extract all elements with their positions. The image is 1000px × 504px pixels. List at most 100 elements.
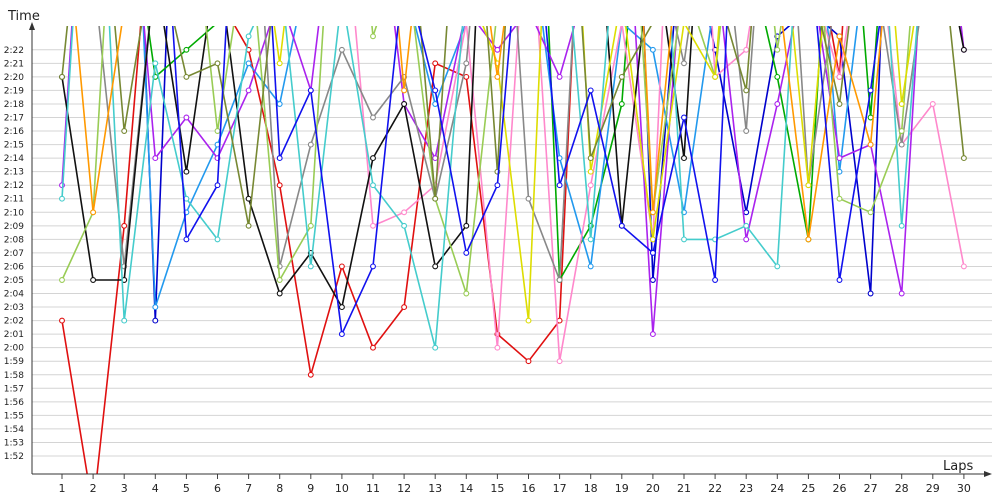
data-point[interactable]: [214, 236, 221, 243]
data-point[interactable]: [463, 73, 470, 80]
data-point[interactable]: [712, 73, 719, 80]
data-point[interactable]: [370, 33, 376, 40]
data-point[interactable]: [836, 155, 843, 162]
data-point[interactable]: [432, 263, 439, 270]
data-point[interactable]: [245, 33, 252, 40]
data-point[interactable]: [836, 73, 843, 80]
data-point[interactable]: [152, 317, 159, 324]
data-point[interactable]: [587, 87, 594, 94]
data-point[interactable]: [401, 87, 408, 94]
data-point[interactable]: [307, 87, 314, 94]
data-point[interactable]: [649, 46, 656, 53]
data-point[interactable]: [774, 263, 781, 270]
data-point[interactable]: [619, 20, 624, 25]
data-point[interactable]: [214, 60, 221, 67]
data-point[interactable]: [464, 7, 469, 12]
data-point[interactable]: [867, 209, 874, 216]
data-point[interactable]: [867, 87, 874, 94]
data-point[interactable]: [370, 114, 376, 121]
data-point[interactable]: [90, 277, 97, 283]
data-point[interactable]: [587, 263, 594, 270]
data-point[interactable]: [774, 101, 781, 107]
data-point[interactable]: [556, 182, 563, 189]
data-point[interactable]: [463, 60, 470, 67]
data-point[interactable]: [494, 73, 501, 80]
data-point[interactable]: [184, 7, 189, 12]
data-point[interactable]: [805, 182, 812, 189]
data-point[interactable]: [774, 46, 781, 53]
data-point[interactable]: [307, 141, 314, 148]
data-point[interactable]: [370, 182, 376, 189]
data-point[interactable]: [432, 60, 439, 67]
data-point[interactable]: [338, 263, 345, 270]
data-point[interactable]: [556, 358, 563, 365]
data-point[interactable]: [121, 128, 128, 134]
data-point[interactable]: [121, 222, 128, 229]
data-point[interactable]: [432, 344, 439, 351]
data-point[interactable]: [494, 344, 501, 351]
data-point[interactable]: [401, 209, 408, 216]
data-point[interactable]: [587, 236, 594, 243]
data-point[interactable]: [214, 182, 221, 189]
data-point[interactable]: [464, 20, 469, 25]
data-point[interactable]: [152, 304, 159, 311]
data-point[interactable]: [743, 236, 750, 243]
data-point[interactable]: [774, 73, 781, 80]
data-point[interactable]: [898, 128, 905, 134]
data-point[interactable]: [401, 304, 408, 311]
data-point[interactable]: [464, 7, 469, 12]
data-point[interactable]: [526, 7, 531, 12]
data-point[interactable]: [276, 60, 283, 67]
data-point[interactable]: [370, 222, 376, 229]
data-point[interactable]: [743, 209, 750, 216]
data-point[interactable]: [867, 290, 874, 297]
data-point[interactable]: [307, 263, 314, 270]
data-point[interactable]: [649, 277, 656, 283]
data-point[interactable]: [59, 195, 65, 202]
data-point[interactable]: [214, 128, 221, 134]
data-point[interactable]: [183, 73, 190, 80]
data-point[interactable]: [743, 87, 750, 94]
data-point[interactable]: [183, 114, 190, 121]
data-point[interactable]: [836, 101, 843, 107]
data-point[interactable]: [649, 236, 656, 243]
data-point[interactable]: [183, 236, 190, 243]
data-point[interactable]: [432, 195, 439, 202]
data-point[interactable]: [556, 277, 563, 283]
data-point[interactable]: [183, 46, 190, 53]
data-point[interactable]: [495, 7, 500, 12]
data-point[interactable]: [962, 20, 967, 25]
data-point[interactable]: [525, 358, 532, 365]
data-point[interactable]: [276, 155, 283, 162]
data-point[interactable]: [59, 73, 65, 80]
data-point[interactable]: [836, 33, 843, 40]
data-point[interactable]: [152, 60, 159, 67]
data-point[interactable]: [307, 222, 314, 229]
data-point[interactable]: [651, 20, 656, 25]
data-point[interactable]: [836, 195, 843, 202]
data-point[interactable]: [463, 290, 470, 297]
data-point[interactable]: [681, 155, 687, 162]
data-point[interactable]: [960, 46, 967, 53]
data-point[interactable]: [245, 87, 252, 94]
data-point[interactable]: [836, 277, 843, 283]
data-point[interactable]: [525, 317, 532, 324]
data-point[interactable]: [587, 182, 594, 189]
data-point[interactable]: [277, 7, 282, 12]
data-point[interactable]: [215, 7, 220, 12]
data-point[interactable]: [338, 304, 345, 311]
data-point[interactable]: [618, 222, 625, 229]
data-point[interactable]: [401, 101, 408, 107]
data-point[interactable]: [960, 263, 967, 270]
data-point[interactable]: [898, 222, 905, 229]
data-point[interactable]: [587, 155, 594, 162]
data-point[interactable]: [59, 277, 65, 283]
data-point[interactable]: [806, 7, 811, 12]
data-point[interactable]: [681, 60, 687, 67]
data-point[interactable]: [370, 344, 376, 351]
data-point[interactable]: [619, 20, 624, 25]
data-point[interactable]: [276, 182, 283, 189]
data-point[interactable]: [215, 20, 220, 25]
data-point[interactable]: [494, 46, 501, 53]
data-point[interactable]: [743, 46, 750, 53]
